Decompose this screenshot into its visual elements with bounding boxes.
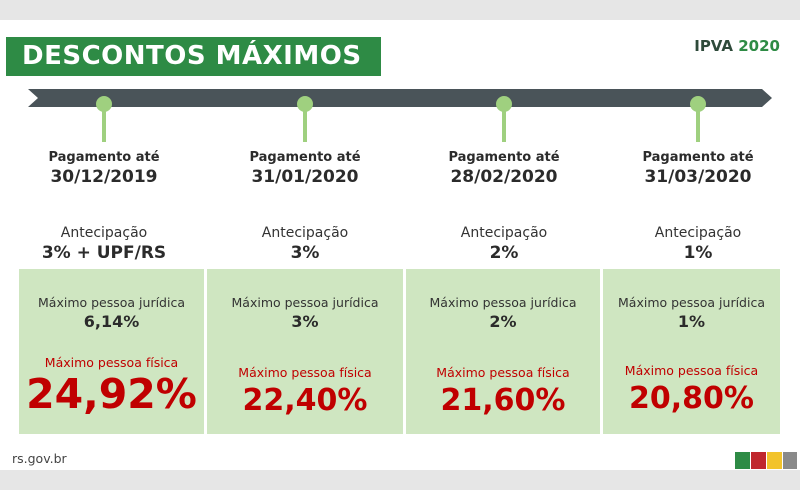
footer-site-link[interactable]: rs.gov.br <box>12 451 67 466</box>
discount-box-1: Máximo pessoa jurídica 6,14% Máximo pess… <box>19 269 204 434</box>
advance-value: 3% + UPF/RS <box>41 243 167 263</box>
flag-stripe-gray <box>783 452 797 469</box>
payment-column-1: Pagamento até 30/12/2019 Antecipação 3% … <box>4 150 204 263</box>
flag-stripe-red <box>751 452 766 469</box>
timeline-pin-3 <box>496 96 512 142</box>
pj-label: Máximo pessoa jurídica <box>231 295 379 310</box>
advance-label: Antecipação <box>261 225 349 241</box>
timeline-pin-4 <box>690 96 706 142</box>
payment-date: 31/01/2020 <box>251 167 359 187</box>
advance-label: Antecipação <box>654 225 742 241</box>
advance-label: Antecipação <box>460 225 548 241</box>
pj-value: 3% <box>291 312 319 331</box>
ipva-tag-prefix: IPVA <box>694 37 734 55</box>
pf-label: Máximo pessoa física <box>624 363 759 378</box>
timeline <box>28 89 772 142</box>
advance-value: 3% <box>290 243 320 263</box>
pj-label: Máximo pessoa jurídica <box>618 295 765 310</box>
discount-box-2: Máximo pessoa jurídica 3% Máximo pessoa … <box>207 269 403 434</box>
advance-value: 2% <box>489 243 519 263</box>
pf-value: 20,80% <box>629 381 754 416</box>
payment-date: 28/02/2020 <box>450 167 558 187</box>
ipva-tag: IPVA 2020 <box>694 37 780 55</box>
payment-date: 30/12/2019 <box>50 167 158 187</box>
pj-value: 2% <box>489 312 517 331</box>
pj-value: 6,14% <box>83 312 140 331</box>
infographic-card: DESCONTOS MÁXIMOS IPVA 2020 Pagamento at… <box>0 20 800 470</box>
payment-column-4: Pagamento até 31/03/2020 Antecipação 1% <box>598 150 798 263</box>
flag-stripe-yellow <box>767 452 782 469</box>
pj-label: Máximo pessoa jurídica <box>429 295 577 310</box>
advance-value: 1% <box>683 243 713 263</box>
flag-stripe-green <box>735 452 750 469</box>
pj-value: 1% <box>677 312 706 331</box>
payment-label: Pagamento até <box>249 150 361 165</box>
discount-box-4: Máximo pessoa jurídica 1% Máximo pessoa … <box>603 269 780 434</box>
payment-label: Pagamento até <box>642 150 754 165</box>
timeline-pin-1 <box>96 96 112 142</box>
timeline-arrow <box>28 89 772 107</box>
advance-label: Antecipação <box>60 225 148 241</box>
pf-value: 24,92% <box>26 370 197 418</box>
pj-label: Máximo pessoa jurídica <box>38 295 185 310</box>
page-title: DESCONTOS MÁXIMOS <box>6 37 381 76</box>
timeline-pin-2 <box>297 96 313 142</box>
ipva-tag-year: 2020 <box>738 37 780 55</box>
payment-date: 31/03/2020 <box>644 167 752 187</box>
discount-box-3: Máximo pessoa jurídica 2% Máximo pessoa … <box>406 269 600 434</box>
pf-label: Máximo pessoa física <box>436 365 570 380</box>
payment-column-2: Pagamento até 31/01/2020 Antecipação 3% <box>205 150 405 263</box>
payment-label: Pagamento até <box>48 150 160 165</box>
pf-value: 22,40% <box>242 383 368 418</box>
pf-label: Máximo pessoa física <box>44 355 179 370</box>
pf-value: 21,60% <box>440 383 566 418</box>
payment-column-3: Pagamento até 28/02/2020 Antecipação 2% <box>404 150 604 263</box>
pf-label: Máximo pessoa física <box>238 365 372 380</box>
payment-label: Pagamento até <box>448 150 560 165</box>
